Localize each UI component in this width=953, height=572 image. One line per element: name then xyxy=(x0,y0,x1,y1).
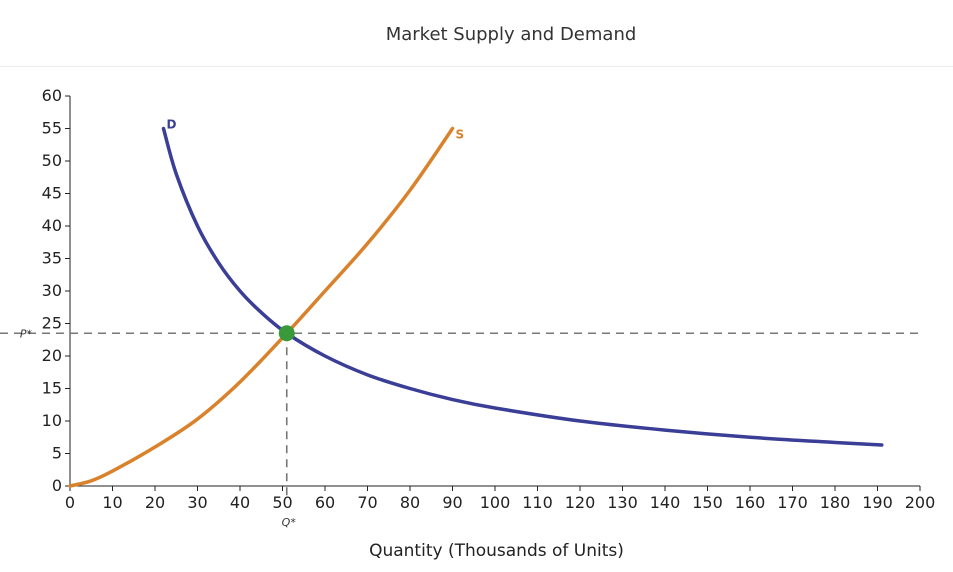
quantity-marker-label: Q* xyxy=(282,516,297,529)
x-tick-label: 140 xyxy=(650,493,681,512)
x-tick-label: 180 xyxy=(820,493,851,512)
x-tick-label: 120 xyxy=(565,493,596,512)
y-tick-label: 15 xyxy=(42,379,62,398)
s-curve xyxy=(68,126,455,488)
x-tick-label: 70 xyxy=(357,493,377,512)
chart-axes: 0 5 10 15 20 25 30 35 40 45 50 55 60 0 10 20 30 40 50 60 70 8… xyxy=(42,86,936,512)
reference-lines: P* Q* xyxy=(0,327,920,529)
x-tick-label: 130 xyxy=(607,493,638,512)
y-tick-label: 30 xyxy=(42,281,62,300)
x-tick-label: 160 xyxy=(735,493,766,512)
x-tick-label: 100 xyxy=(480,493,511,512)
x-tick-label: 200 xyxy=(905,493,936,512)
y-tick-label: 40 xyxy=(42,216,62,235)
y-tick-label: 55 xyxy=(42,119,62,138)
chart-header: Market Supply and Demand xyxy=(0,0,953,67)
y-tick-label: 45 xyxy=(42,184,62,203)
y-tick-label: 20 xyxy=(42,346,62,365)
y-tick-label: 50 xyxy=(42,151,62,170)
x-tick-label: 110 xyxy=(522,493,553,512)
x-tick-label: 170 xyxy=(777,493,808,512)
x-axis-label: Quantity (Thousands of Units) xyxy=(369,541,624,561)
x-tick-label: 40 xyxy=(230,493,250,512)
x-tick-label: 90 xyxy=(442,493,462,512)
y-tick-label: 5 xyxy=(52,444,62,463)
x-tick-label: 150 xyxy=(692,493,723,512)
price-marker-label: P* xyxy=(20,327,33,340)
x-tick-label: 0 xyxy=(65,493,75,512)
d-curve-label: D xyxy=(167,118,177,132)
chart-curves: DS xyxy=(68,118,884,488)
equilibrium-point xyxy=(278,325,295,342)
chart-marks xyxy=(278,325,295,342)
y-tick-label: 10 xyxy=(42,411,62,430)
y-tick-label: 0 xyxy=(52,476,62,495)
y-tick-label: 60 xyxy=(42,86,62,105)
x-tick-label: 80 xyxy=(400,493,420,512)
d-curve xyxy=(161,126,884,447)
x-tick-label: 30 xyxy=(187,493,207,512)
chart-title: Market Supply and Demand xyxy=(385,24,637,45)
s-curve-label: S xyxy=(456,128,465,142)
x-tick-label: 190 xyxy=(862,493,893,512)
x-tick-label: 60 xyxy=(315,493,335,512)
x-tick-label: 10 xyxy=(102,493,122,512)
x-tick-label: 20 xyxy=(145,493,165,512)
y-tick-label: 35 xyxy=(42,249,62,268)
y-tick-label: 25 xyxy=(42,314,62,333)
x-tick-label: 50 xyxy=(272,493,292,512)
